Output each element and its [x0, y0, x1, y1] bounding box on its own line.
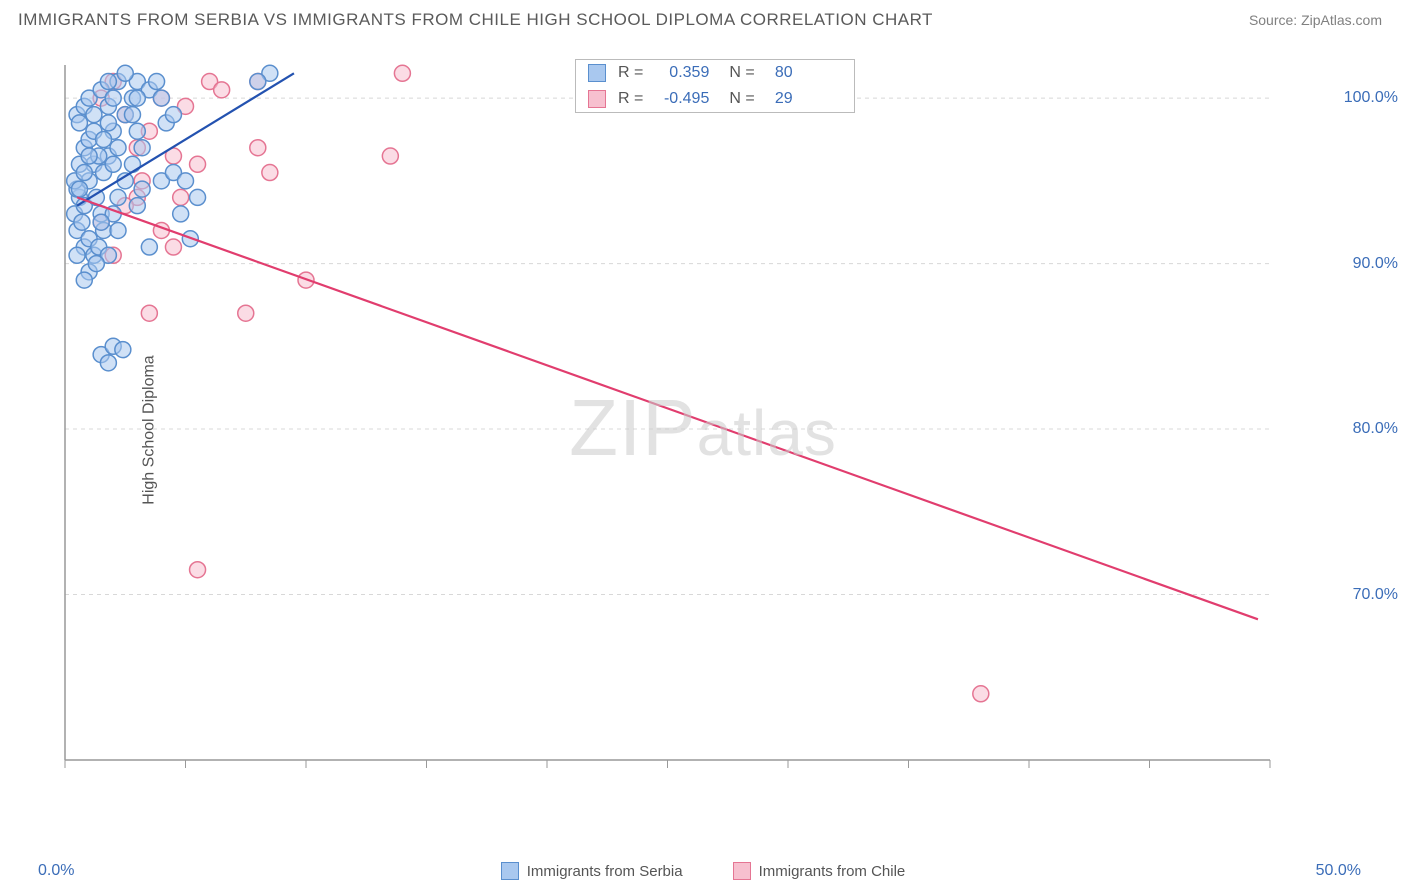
chart-title: IMMIGRANTS FROM SERBIA VS IMMIGRANTS FRO…	[18, 10, 933, 30]
stat-row-a: R = 0.359 N = 80	[576, 60, 854, 86]
scatter-chart	[55, 55, 1350, 805]
stat-n-value: 29	[763, 90, 793, 108]
y-tick-label: 70.0%	[1353, 586, 1398, 604]
legend-swatch-serbia	[501, 862, 519, 880]
source-attribution: Source: ZipAtlas.com	[1249, 12, 1382, 28]
stat-row-b: R = -0.495 N = 29	[576, 86, 854, 112]
legend-label-chile: Immigrants from Chile	[759, 863, 906, 880]
stat-swatch	[588, 90, 606, 108]
y-axis-label: High School Diploma	[141, 355, 159, 504]
legend-item-chile: Immigrants from Chile	[733, 862, 906, 880]
y-tick-label: 90.0%	[1353, 255, 1398, 273]
chart-area: High School Diploma	[55, 55, 1350, 805]
legend-item-serbia: Immigrants from Serbia	[501, 862, 683, 880]
y-tick-label: 80.0%	[1353, 420, 1398, 438]
header: IMMIGRANTS FROM SERBIA VS IMMIGRANTS FRO…	[0, 0, 1406, 36]
stat-r-label: R =	[618, 90, 643, 108]
stat-swatch	[588, 64, 606, 82]
stat-r-label: R =	[618, 64, 643, 82]
y-tick-label: 100.0%	[1344, 89, 1398, 107]
stat-n-label: N =	[729, 64, 754, 82]
stat-n-value: 80	[763, 64, 793, 82]
correlation-stats-box: R = 0.359 N = 80 R = -0.495 N = 29	[575, 59, 855, 113]
bottom-legend: Immigrants from Serbia Immigrants from C…	[0, 862, 1406, 880]
stat-n-label: N =	[729, 90, 754, 108]
stat-r-value: 0.359	[651, 64, 709, 82]
legend-swatch-chile	[733, 862, 751, 880]
legend-label-serbia: Immigrants from Serbia	[527, 863, 683, 880]
stat-r-value: -0.495	[651, 90, 709, 108]
